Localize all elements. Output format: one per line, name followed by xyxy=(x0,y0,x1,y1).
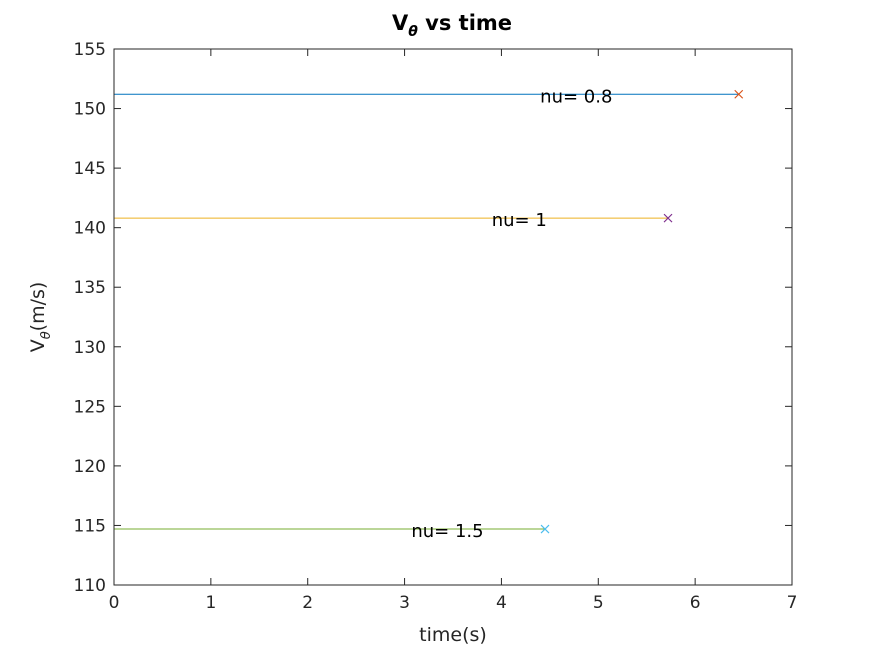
y-tick-label: 155 xyxy=(74,40,106,60)
series-label: nu= 1 xyxy=(492,210,547,231)
chart-title: Vθ vs time xyxy=(392,11,512,40)
y-tick-label: 140 xyxy=(74,219,106,239)
series-layer: nu= 0.8 nu= 1 nu= 1.5 xyxy=(114,86,744,542)
y-tick-label: 120 xyxy=(74,457,106,477)
x-tick-label: 5 xyxy=(593,593,604,613)
x-tick-label: 3 xyxy=(399,593,410,613)
y-tick-label: 130 xyxy=(74,338,106,358)
y-axis-label: Vθ(m/s) xyxy=(27,282,54,353)
series-end-marker xyxy=(540,524,550,534)
x-tick-label: 7 xyxy=(787,593,798,613)
x-tick-label: 0 xyxy=(109,593,120,613)
y-tick-label: 110 xyxy=(74,576,106,596)
y-tick-label: 115 xyxy=(74,516,106,536)
tick-layer: 0 1 2 3 4 5 6 7 110 115 120 125 130 135 140 145 150 155 xyxy=(74,40,798,613)
series-label: nu= 1.5 xyxy=(411,521,483,542)
x-tick-label: 4 xyxy=(496,593,507,613)
plot-area-frame xyxy=(113,48,793,586)
x-tick-label: 2 xyxy=(302,593,313,613)
y-tick-label: 145 xyxy=(74,159,106,179)
series-label: nu= 0.8 xyxy=(540,86,612,107)
y-tick-label: 150 xyxy=(74,100,106,120)
x-tick-label: 1 xyxy=(205,593,216,613)
y-tick-label: 125 xyxy=(74,397,106,417)
series-end-marker xyxy=(663,213,673,223)
x-tick-label: 6 xyxy=(690,593,701,613)
x-axis-label: time(s) xyxy=(419,624,487,646)
y-tick-label: 135 xyxy=(74,278,106,298)
series-end-marker xyxy=(734,89,744,99)
